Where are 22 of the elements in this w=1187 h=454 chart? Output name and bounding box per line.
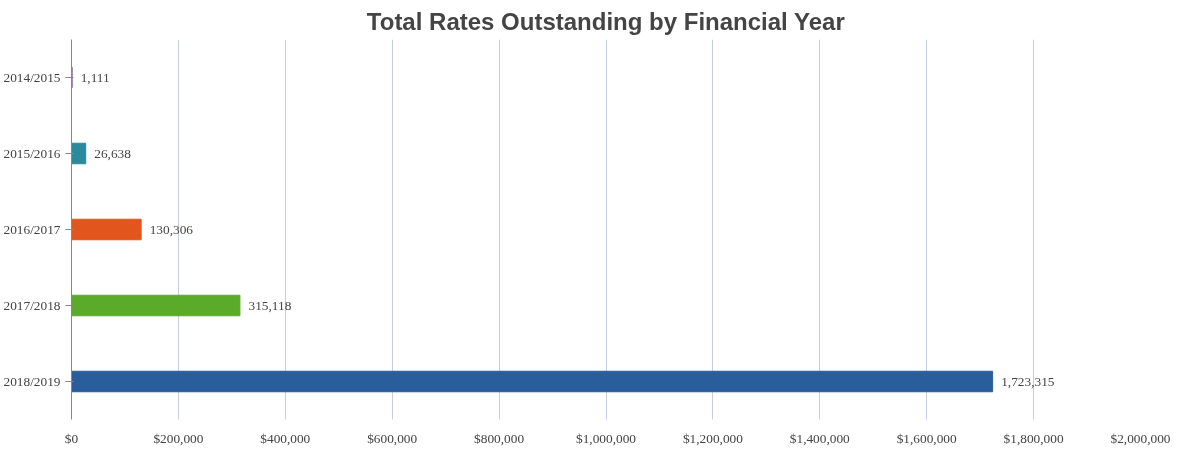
x-tick-label: $0 bbox=[64, 430, 79, 446]
data-label: 315,118 bbox=[248, 297, 292, 313]
x-tick-label: $600,000 bbox=[367, 430, 418, 446]
y-tick-label: 2016/2017 bbox=[3, 222, 61, 237]
y-tick-label: 2018/2019 bbox=[3, 374, 61, 389]
data-label: 1,723,315 bbox=[1001, 373, 1055, 389]
x-tick-label: $1,800,000 bbox=[1003, 430, 1064, 446]
data-label: 130,306 bbox=[149, 221, 194, 237]
x-tick-label: $800,000 bbox=[474, 430, 525, 446]
y-tick-label: 2014/2015 bbox=[3, 70, 61, 85]
y-tick-label: 2017/2018 bbox=[3, 298, 61, 313]
x-tick-label: $1,400,000 bbox=[789, 430, 851, 446]
data-label: 1,111 bbox=[80, 69, 110, 85]
x-tick-label: $2,000,000 bbox=[1110, 430, 1171, 446]
y-tick-label: 2015/2016 bbox=[3, 146, 61, 161]
x-tick-label: $200,000 bbox=[153, 430, 204, 446]
chart-title: Total Rates Outstanding by Financial Year bbox=[366, 7, 845, 35]
x-tick-label: $1,600,000 bbox=[896, 430, 958, 446]
x-tick-label: $1,000,000 bbox=[576, 430, 637, 446]
x-tick-label: $400,000 bbox=[260, 430, 311, 446]
data-label: 26,638 bbox=[94, 145, 132, 161]
x-tick-label: $1,200,000 bbox=[682, 430, 744, 446]
